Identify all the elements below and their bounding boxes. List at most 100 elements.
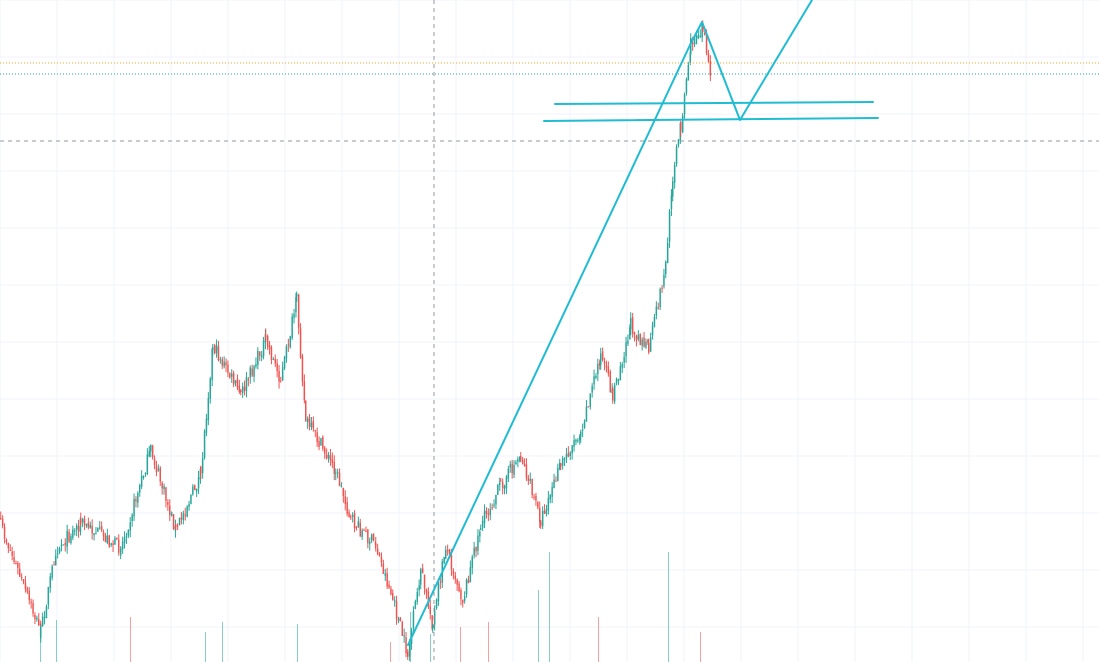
candle-body	[414, 601, 417, 609]
candle-body	[320, 438, 322, 446]
candle-body	[495, 494, 497, 505]
candle-body	[393, 600, 396, 602]
candle-body	[207, 397, 210, 420]
candle-body	[497, 484, 499, 495]
candle-body	[612, 388, 614, 401]
candle-body	[305, 400, 307, 421]
candle-body	[253, 366, 255, 377]
candle-body	[675, 146, 678, 165]
candle-body	[695, 36, 698, 44]
candle-body	[370, 534, 373, 541]
candle-body	[53, 564, 55, 566]
candle-body	[56, 553, 59, 555]
candle-body	[533, 497, 535, 499]
candle-body	[211, 349, 213, 381]
candle-body	[500, 480, 502, 482]
candle-body	[539, 508, 541, 523]
candle-body	[481, 520, 484, 528]
candle-body	[234, 380, 237, 383]
candle-body	[412, 610, 415, 629]
candle-body	[452, 570, 455, 575]
trend-line[interactable]	[543, 117, 879, 122]
candle-body	[351, 515, 354, 517]
candle-body	[491, 507, 493, 509]
candle-body	[445, 550, 447, 559]
candle-body	[519, 457, 521, 461]
candle-body	[99, 527, 101, 529]
candle-body	[153, 459, 156, 466]
candle-body	[397, 619, 400, 621]
candle-body	[523, 463, 526, 466]
candle-body	[217, 346, 220, 361]
volume-bar	[205, 632, 206, 662]
candle-body	[172, 514, 175, 530]
candle-body	[20, 576, 23, 578]
candle-body	[197, 477, 200, 489]
candle-body	[255, 364, 257, 367]
candle-body	[93, 533, 95, 536]
candle-body	[501, 482, 504, 488]
candle-body	[560, 463, 562, 467]
candle-body	[195, 488, 198, 492]
candle-body	[47, 586, 50, 605]
candle-body	[507, 468, 510, 479]
candle-body	[375, 543, 377, 547]
candle-body	[469, 567, 472, 582]
candle-body	[274, 358, 276, 364]
candle-body	[192, 486, 194, 495]
candle-body	[702, 24, 704, 32]
candle-body	[232, 373, 235, 385]
candle-body	[38, 619, 40, 626]
candle-body	[687, 64, 690, 81]
candle-body	[219, 359, 222, 361]
candle-body	[649, 337, 652, 352]
candle-body	[363, 529, 365, 531]
candle-body	[194, 484, 196, 491]
trend-line[interactable]	[407, 0, 813, 646]
candle-body	[72, 529, 74, 538]
candle-body	[603, 361, 606, 365]
candle-body	[0, 518, 2, 520]
candle-body	[541, 510, 544, 527]
candle-body	[369, 541, 371, 544]
candle-body	[456, 579, 458, 585]
candle-body	[87, 522, 90, 528]
candle-body	[557, 467, 559, 482]
candle-body	[270, 347, 273, 360]
candle-body	[148, 450, 150, 457]
candle-body	[697, 35, 700, 39]
candle-body	[563, 458, 566, 460]
candle-body	[62, 544, 65, 546]
volume-bar	[668, 552, 669, 662]
candle-body	[186, 506, 188, 517]
candle-body	[28, 590, 30, 601]
candle-body	[157, 468, 160, 471]
candle-body	[384, 573, 386, 576]
candle-body	[392, 593, 394, 600]
candle-body	[43, 617, 46, 619]
candle-body	[167, 502, 169, 505]
candle-body	[429, 606, 431, 614]
candle-body	[243, 386, 246, 391]
trend-line[interactable]	[554, 101, 874, 105]
trend-drawings[interactable]	[407, 0, 879, 646]
candle-body	[297, 294, 300, 328]
candle-body	[247, 379, 250, 381]
candle-body	[85, 523, 88, 526]
candle-body	[178, 517, 181, 525]
candle-body	[276, 363, 278, 372]
candle-body	[340, 486, 343, 488]
candle-body	[272, 359, 275, 361]
candle-body	[509, 464, 511, 468]
candle-body	[123, 537, 126, 543]
candle-body	[648, 343, 650, 353]
candle-body	[245, 377, 248, 392]
volume-bar	[40, 627, 41, 662]
volume-bar	[130, 617, 131, 662]
candle-body	[64, 543, 66, 546]
candle-body	[236, 378, 239, 388]
candle-body	[260, 355, 263, 358]
candle-body	[151, 445, 154, 458]
